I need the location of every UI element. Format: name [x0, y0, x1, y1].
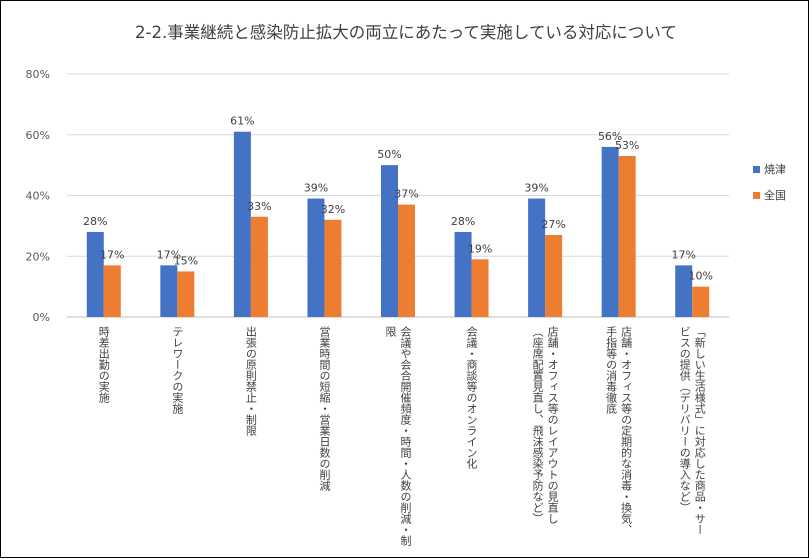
y-tick-label: 60% [26, 129, 50, 142]
bar [381, 165, 398, 317]
category-label: 出張の原則禁止・制限 [244, 325, 257, 436]
bar [250, 216, 268, 317]
bar [177, 271, 195, 317]
bar [454, 231, 472, 317]
legend-label: 焼津 [764, 163, 786, 176]
bar [545, 234, 563, 317]
category-label: テレワークの実施 [171, 326, 184, 415]
y-tick-label: 0% [33, 311, 50, 324]
bar [471, 259, 489, 317]
data-labels: 28%17% 17%15%61%33%39%32%50%37%28%19%39%2… [83, 115, 713, 283]
category-label-line: 時差出勤の実施 [97, 326, 110, 404]
category-label: 店舗・オフィス等の定期的な消毒・換気、手指等の消毒徹底 [605, 325, 633, 535]
y-tick-label: 20% [26, 250, 50, 263]
category-label-line: 限 [384, 326, 397, 337]
legend-swatch [753, 166, 760, 173]
data-label: 56% [598, 130, 622, 143]
category-label: 営業時間の短縮・営業日数の削減 [318, 325, 331, 492]
data-label: 27% [541, 218, 565, 231]
category-label-line: 「新しい生活様式」に対応した商品・サー [693, 326, 706, 535]
legend-swatch [753, 192, 760, 199]
bar [398, 204, 415, 317]
data-label: 53% [615, 139, 639, 152]
y-tick-label: 40% [26, 190, 50, 203]
bar [601, 146, 619, 317]
category-label-line: 出張の原則禁止・制限 [244, 325, 257, 436]
bar [528, 198, 546, 317]
data-label: 17% [100, 248, 124, 261]
category-label: 会議や会合開催頻度・時間・人数の削減・制限 [384, 326, 412, 546]
bar [675, 265, 693, 317]
data-label: 28% [83, 215, 107, 228]
y-axis: 0% 20% 40% 60% 80% [26, 68, 50, 324]
category-label-line: ビスの提供（デリバリーの導入など） [678, 326, 691, 513]
category-label-line: テレワークの実施 [171, 326, 184, 415]
y-tick-label: 80% [26, 68, 50, 81]
category-label-line: 手指等の消毒徹底 [605, 325, 618, 414]
category-labels: 時差出勤の実施 テレワークの実施 出張の原則禁止・制限 営業時間の短縮・営業日数の削減… [97, 325, 706, 546]
data-label: 33% [247, 200, 271, 213]
category-label-line: 店舗・オフィス等の定期的な消毒・換気、 [620, 325, 633, 535]
data-label: 15% [174, 254, 198, 267]
bar [324, 219, 342, 317]
data-label: 39% [304, 182, 328, 195]
chart-title: 2-2.事業継続と感染防止拡大の両立にあたって実施している対応について [135, 23, 677, 42]
bar [618, 156, 636, 317]
category-label-line: 会議や会合開催頻度・時間・人数の削減・制 [399, 326, 412, 546]
bar [86, 231, 104, 317]
bar [692, 286, 710, 317]
category-label-line: 営業時間の短縮・営業日数の削減 [318, 325, 331, 492]
category-label-line: 店舗・オフィス等のレイアウトの見直し [546, 325, 559, 524]
data-label: 50% [377, 148, 401, 161]
data-label: 10% [688, 270, 712, 283]
data-label: 61% [230, 115, 254, 128]
bar [307, 198, 325, 317]
data-label: 19% [468, 242, 492, 255]
data-label: 32% [321, 203, 345, 216]
data-label: 17% [157, 248, 181, 261]
category-label-line: 会議・商談等のオンライン化 [465, 326, 478, 470]
bar [160, 265, 178, 317]
category-label-line: （座席配置見直し、飛沫感染予防など） [531, 326, 544, 524]
data-label: 17% [671, 248, 695, 261]
bars [86, 131, 710, 317]
category-label: 会議・商談等のオンライン化 [465, 326, 478, 470]
data-label: 37% [394, 188, 418, 201]
data-label: 39% [524, 182, 548, 195]
bar [103, 265, 121, 317]
legend-label: 全国 [764, 188, 786, 202]
data-label: 28% [451, 215, 475, 228]
category-label: 時差出勤の実施 [97, 326, 110, 404]
category-label: 店舗・オフィス等のレイアウトの見直し（座席配置見直し、飛沫感染予防など） [531, 325, 559, 524]
bar [233, 131, 251, 317]
